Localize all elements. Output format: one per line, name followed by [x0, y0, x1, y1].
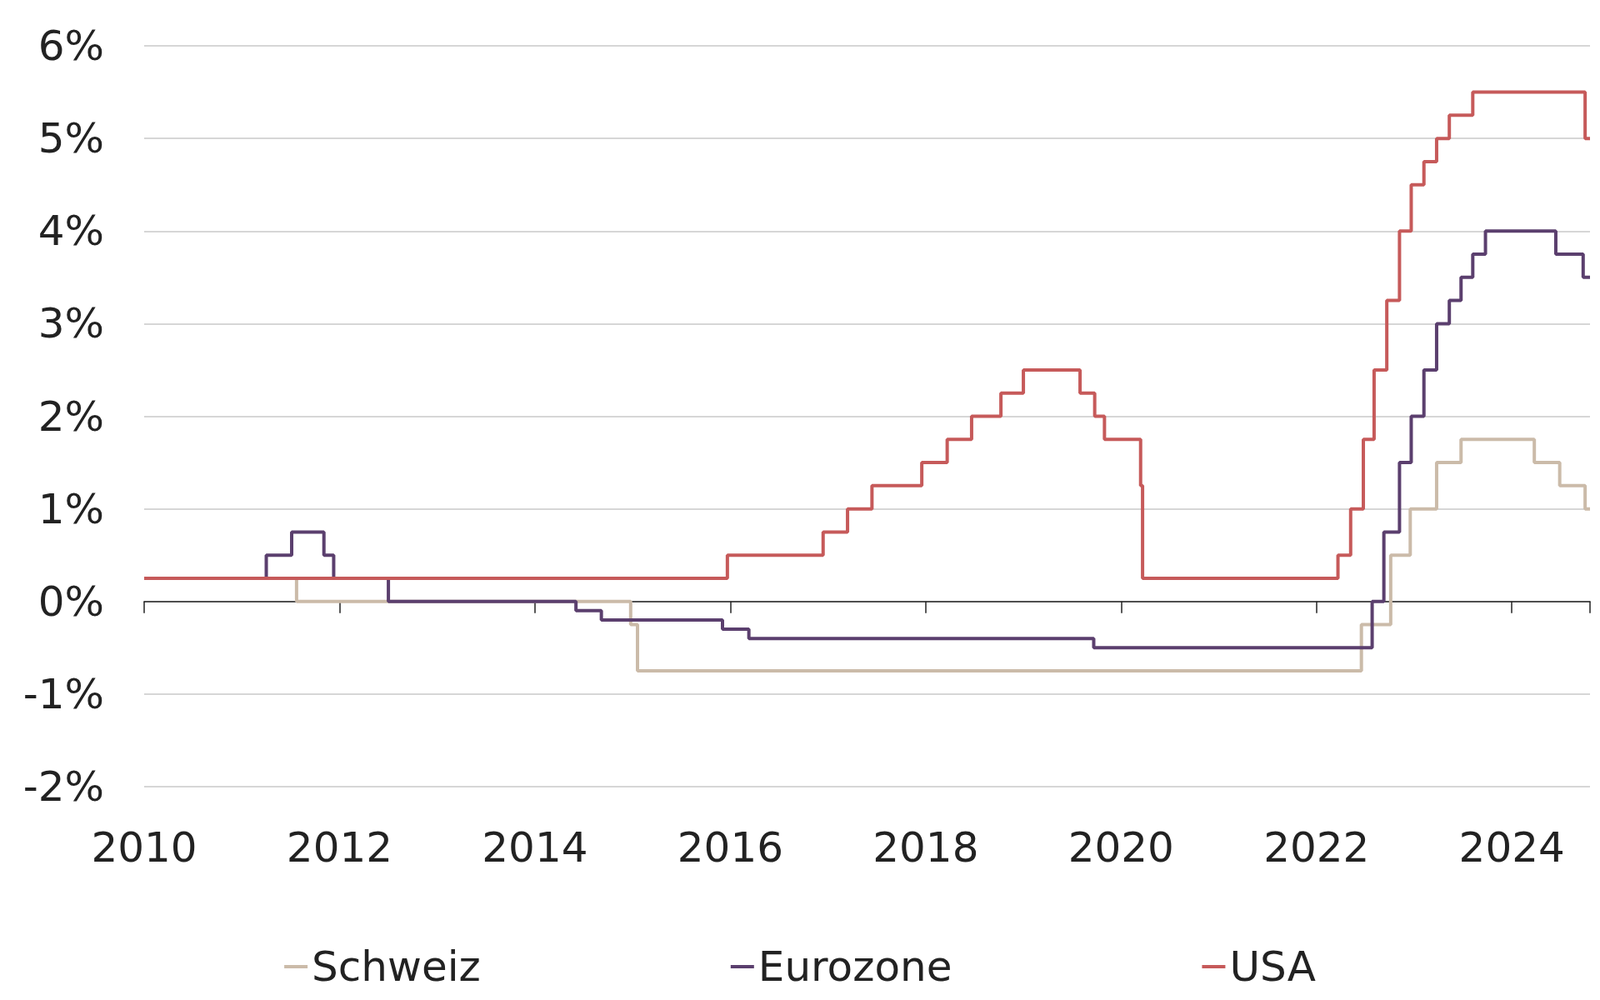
svg-text:2018: 2018 [872, 823, 979, 872]
svg-text:2016: 2016 [677, 823, 784, 872]
svg-text:2022: 2022 [1263, 823, 1370, 872]
svg-text:2010: 2010 [90, 823, 197, 872]
svg-text:3%: 3% [38, 299, 105, 348]
svg-text:5%: 5% [38, 114, 105, 163]
svg-text:4%: 4% [38, 206, 105, 255]
svg-text:1%: 1% [38, 485, 105, 534]
svg-text:2014: 2014 [481, 823, 588, 872]
svg-text:6%: 6% [38, 21, 105, 70]
svg-text:-2%: -2% [23, 762, 105, 811]
svg-text:Schweiz: Schweiz [311, 942, 481, 991]
svg-text:Eurozone: Eurozone [758, 942, 953, 991]
svg-text:USA: USA [1229, 942, 1315, 991]
svg-text:2024: 2024 [1459, 823, 1565, 872]
svg-text:0%: 0% [38, 577, 105, 626]
svg-text:2020: 2020 [1068, 823, 1175, 872]
svg-text:-1%: -1% [23, 670, 105, 719]
svg-text:2012: 2012 [286, 823, 393, 872]
svg-text:2%: 2% [38, 392, 105, 441]
